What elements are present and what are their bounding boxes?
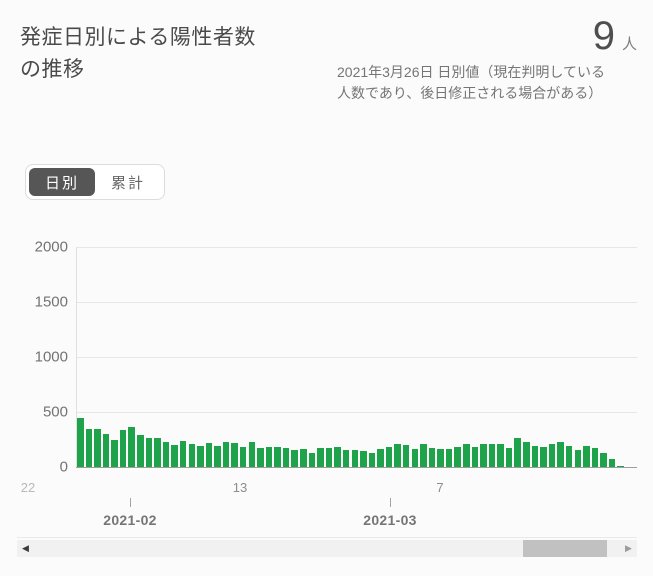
month-tickmark-mar bbox=[390, 498, 391, 507]
gridline bbox=[76, 247, 637, 248]
bar[interactable] bbox=[540, 446, 547, 467]
bar[interactable] bbox=[360, 451, 367, 467]
bar[interactable] bbox=[188, 443, 196, 467]
bar[interactable] bbox=[488, 444, 496, 467]
bar[interactable] bbox=[377, 449, 384, 467]
bar[interactable] bbox=[523, 442, 530, 467]
bar[interactable] bbox=[171, 445, 178, 467]
bar[interactable] bbox=[239, 446, 247, 467]
scrollbar-thumb[interactable] bbox=[523, 540, 607, 557]
bar[interactable] bbox=[317, 447, 324, 467]
view-toggle-group: 日別 累計 bbox=[25, 164, 165, 200]
gridline bbox=[76, 412, 637, 413]
horizontal-scrollbar[interactable]: ◀ ▶ bbox=[17, 540, 637, 557]
bar[interactable] bbox=[394, 444, 401, 467]
value-subtitle: 2021年3月26日 日別値（現在判明している 人数であり、後日修正される場合が… bbox=[337, 64, 605, 101]
x-tick-label-feb13: 13 bbox=[232, 480, 248, 495]
page-title: 発症日別による陽性者数 の推移 bbox=[20, 26, 256, 81]
bar[interactable] bbox=[248, 441, 256, 467]
y-tick-label: 0 bbox=[59, 458, 68, 476]
bar[interactable] bbox=[119, 430, 127, 467]
scroll-left-arrow-icon[interactable]: ◀ bbox=[22, 543, 29, 553]
bar[interactable] bbox=[111, 439, 118, 467]
bar[interactable] bbox=[565, 445, 573, 467]
x-tick-label-jan22: 22 bbox=[20, 480, 36, 495]
bar[interactable] bbox=[257, 447, 264, 467]
bar-chart: 0 500 1000 1500 2000 bbox=[0, 239, 653, 476]
bar[interactable] bbox=[402, 445, 410, 467]
bar[interactable] bbox=[137, 435, 144, 467]
bar[interactable] bbox=[600, 453, 607, 467]
y-tick-label: 1500 bbox=[34, 293, 68, 311]
bar[interactable] bbox=[608, 459, 616, 467]
y-tick-label: 500 bbox=[42, 403, 68, 421]
x-axis-line bbox=[76, 466, 637, 468]
bar[interactable] bbox=[497, 443, 504, 467]
bar[interactable] bbox=[205, 443, 213, 467]
latest-value: 9 人 bbox=[593, 14, 637, 58]
latest-value-number: 9 bbox=[592, 14, 615, 58]
bar[interactable] bbox=[85, 428, 93, 467]
toggle-cumulative-button[interactable]: 累計 bbox=[95, 168, 161, 196]
chart-bottom-divider bbox=[17, 537, 637, 538]
bar[interactable] bbox=[197, 445, 204, 467]
bar[interactable] bbox=[471, 446, 479, 467]
bar[interactable] bbox=[308, 452, 316, 467]
bar[interactable] bbox=[222, 441, 230, 467]
bar[interactable] bbox=[591, 448, 599, 467]
bar[interactable] bbox=[282, 447, 290, 467]
bars bbox=[77, 247, 624, 467]
y-axis-line bbox=[76, 247, 77, 467]
bar[interactable] bbox=[334, 446, 341, 467]
month-tickmark-feb bbox=[130, 498, 131, 507]
bar[interactable] bbox=[480, 444, 487, 467]
bar[interactable] bbox=[325, 448, 333, 467]
bar[interactable] bbox=[411, 449, 419, 467]
x-tick-label-mar7: 7 bbox=[436, 480, 444, 495]
bar[interactable] bbox=[265, 446, 273, 467]
bar[interactable] bbox=[94, 429, 101, 467]
bar[interactable] bbox=[145, 437, 153, 467]
y-axis-labels: 0 500 1000 1500 2000 bbox=[0, 239, 68, 476]
scroll-right-arrow-icon[interactable]: ▶ bbox=[625, 543, 632, 553]
bar[interactable] bbox=[583, 446, 590, 467]
bar[interactable] bbox=[548, 443, 556, 467]
bar[interactable] bbox=[154, 438, 161, 467]
bar[interactable] bbox=[291, 449, 298, 467]
bar[interactable] bbox=[179, 440, 187, 467]
bar[interactable] bbox=[231, 443, 238, 467]
y-tick-label: 1000 bbox=[34, 348, 68, 366]
bar[interactable] bbox=[214, 445, 221, 467]
bar[interactable] bbox=[428, 447, 436, 467]
bar[interactable] bbox=[557, 441, 564, 467]
bar[interactable] bbox=[454, 447, 461, 467]
bar[interactable] bbox=[463, 444, 470, 467]
bar[interactable] bbox=[445, 449, 453, 467]
bar[interactable] bbox=[300, 449, 307, 467]
gridline bbox=[76, 357, 637, 358]
bar[interactable] bbox=[162, 441, 170, 467]
bar[interactable] bbox=[514, 438, 521, 467]
bar[interactable] bbox=[385, 447, 393, 467]
month-label-feb: 2021-02 bbox=[103, 512, 157, 528]
bar[interactable] bbox=[437, 449, 444, 467]
bar[interactable] bbox=[368, 453, 376, 467]
month-label-mar: 2021-03 bbox=[363, 512, 417, 528]
gridline bbox=[76, 302, 637, 303]
bar[interactable] bbox=[420, 443, 427, 467]
bar[interactable] bbox=[274, 446, 281, 467]
bar[interactable] bbox=[128, 427, 135, 467]
latest-value-unit: 人 bbox=[621, 36, 637, 53]
bar[interactable] bbox=[102, 434, 110, 467]
bar[interactable] bbox=[77, 417, 84, 467]
bar[interactable] bbox=[342, 449, 350, 467]
y-tick-label: 2000 bbox=[34, 238, 68, 256]
bar[interactable] bbox=[505, 448, 513, 467]
bar[interactable] bbox=[531, 445, 539, 467]
toggle-daily-button[interactable]: 日別 bbox=[29, 168, 95, 196]
bar[interactable] bbox=[351, 449, 358, 467]
bar[interactable] bbox=[574, 449, 582, 467]
